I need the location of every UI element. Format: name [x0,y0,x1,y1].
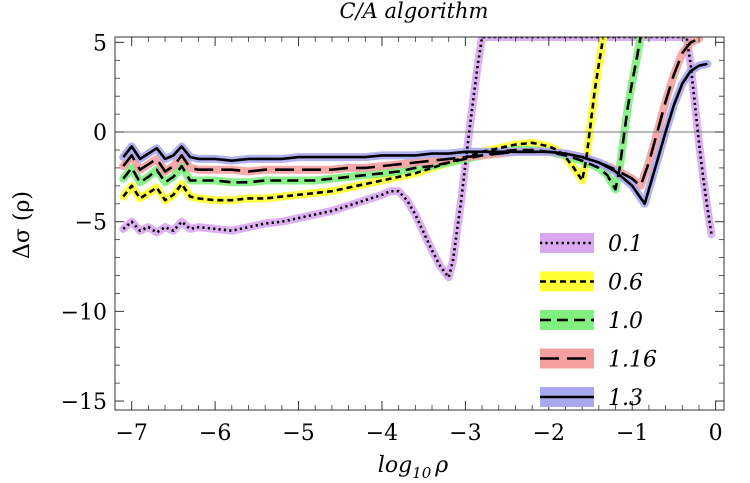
y-tick-label: 5 [93,31,107,56]
legend-label: 1.0 [608,309,643,334]
legend: 0.1 0.6 1.0 1.16 1.3 [540,232,657,411]
plot-frame [114,36,725,411]
x-tick-label: −1 [616,421,648,446]
y-tick-label: 0 [93,121,107,146]
x-tick-label: −6 [199,421,231,446]
legend-label: 0.1 [608,232,643,257]
legend-item-0.1: 0.1 [540,232,643,257]
legend-item-1.0: 1.0 [540,309,643,334]
line-series-1.16 [122,37,700,188]
x-tick-label: −4 [366,421,398,446]
legend-item-1.16: 1.16 [540,348,657,373]
axis-tick-labels: −7 −6 −5 −4 −3 −2 −1 0−15−10−505 [61,31,723,446]
legend-label: 0.6 [608,271,643,296]
x-tick-label: 0 [709,421,723,446]
line-series-0.1 [122,37,713,279]
line-series-0.6 [122,38,605,202]
legend-label: 1.3 [608,386,643,411]
x-tick-label: −7 [115,421,147,446]
line-series-1.3 [122,62,708,206]
y-axis-label: Δσ (ρ) [10,191,35,259]
x-tick-label: −2 [533,421,565,446]
y-tick-label: −15 [61,390,107,415]
legend-item-0.6: 0.6 [540,271,643,296]
legend-item-1.3: 1.3 [540,386,643,411]
legend-swatch [540,271,594,292]
series-lines [122,37,713,279]
y-tick-label: −10 [61,300,107,325]
line-series-1.0 [122,37,642,191]
axis-ticks [114,37,724,410]
x-tick-label: −3 [449,421,481,446]
y-tick-label: −5 [75,211,107,236]
chart-title: C/A algorithm [340,0,489,23]
x-axis-label: log10 ρ [378,453,448,482]
x-tick-label: −5 [282,421,314,446]
legend-label: 1.16 [608,348,657,373]
